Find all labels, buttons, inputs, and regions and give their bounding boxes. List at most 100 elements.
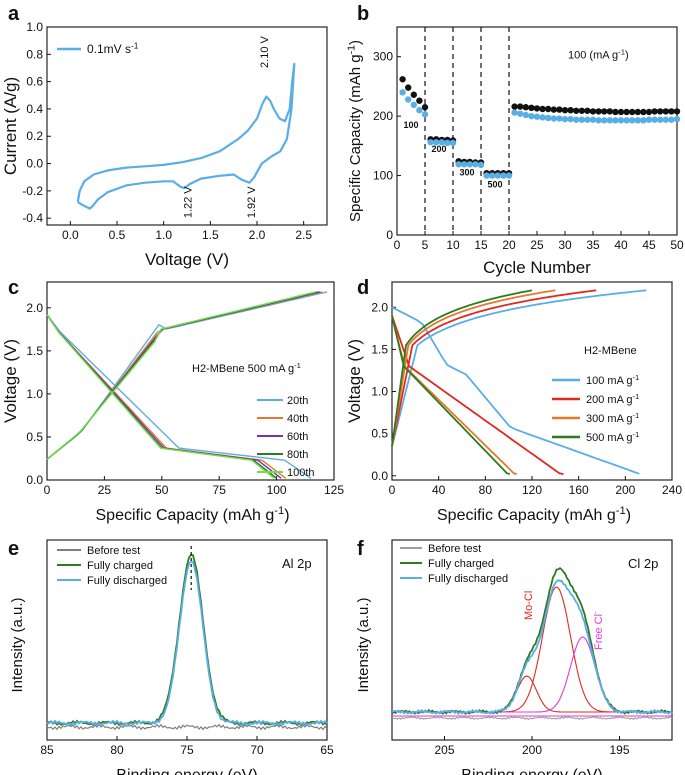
x-tick-label: 0.5 [109, 228, 126, 242]
y-tick-label: 0.8 [26, 47, 43, 61]
discharge-point [455, 161, 462, 168]
discharge-point [556, 115, 563, 122]
discharge-500 mA g [391, 315, 511, 475]
plot-frame [46, 281, 335, 481]
legend-title: H2-MBene [584, 345, 637, 357]
y-tick-label: 100 [373, 169, 393, 183]
x-tick-label: 1.0 [155, 228, 172, 242]
x-tick-label: 75 [213, 483, 227, 497]
x-tick-label: 200 [522, 743, 542, 757]
discharge-point [645, 116, 653, 123]
rate-label: 200 [431, 144, 446, 154]
discharge-point [416, 107, 423, 114]
discharge-point [612, 117, 619, 124]
x-tick-label: 45 [642, 238, 656, 252]
y-tick-label: 0.5 [26, 430, 43, 444]
x-axis-label: Cycle Number [483, 258, 591, 277]
x-tick-label: 160 [569, 483, 589, 497]
charge-point [640, 108, 647, 116]
x-tick-label: 240 [662, 483, 682, 497]
y-tick-label: 0 [386, 228, 393, 242]
discharge-point [522, 111, 529, 119]
x-tick-label: 125 [324, 483, 344, 497]
legend-label: 500 mA g-1 [586, 430, 639, 444]
charge-point [651, 108, 658, 115]
legend-label: 100 mA g-1 [586, 373, 639, 387]
discharge-point [634, 117, 641, 124]
discharge-point [601, 117, 608, 124]
charge-500 mA g [391, 289, 533, 447]
x-tick-label: 85 [40, 743, 54, 757]
x-axis-label: Voltage (V) [145, 250, 229, 269]
y-tick-label: 0.2 [26, 129, 43, 143]
x-axis-label: Binding energy (eV) [461, 767, 602, 775]
panel-f: 205 200 195 Binding energy (eV) Intensity (a… [355, 539, 673, 775]
charge-point [561, 107, 569, 114]
x-tick-label: 2.5 [295, 228, 312, 242]
y-tick-label: 1.0 [26, 387, 43, 401]
discharge-point [427, 139, 434, 146]
discharge-point [651, 116, 658, 123]
discharge-point [589, 116, 597, 123]
discharge-point [421, 111, 429, 118]
discharge-point [517, 110, 524, 117]
y-tick-label: 0.5 [371, 427, 388, 441]
y-tick-label: 0.6 [26, 75, 43, 89]
spectrum-Before test [391, 715, 673, 721]
discharge-point [673, 115, 681, 123]
charge-200 mA g [391, 289, 597, 447]
y-tick-label: -0.2 [22, 184, 43, 198]
plot-frame [46, 26, 328, 226]
discharge-point [500, 172, 507, 179]
peak-label: Cl 2p [628, 556, 658, 571]
discharge-point [489, 172, 496, 179]
discharge-point [477, 161, 485, 169]
charge-point [584, 107, 591, 114]
x-tick-label: 10 [446, 238, 460, 252]
legend-label: Fully charged [428, 558, 494, 570]
x-axis-label: Binding energy (eV) [116, 767, 257, 775]
panel-e: 85 80 75 70 65 Binding energy (eV) Intensity (… [9, 539, 334, 775]
discharge-point [444, 139, 451, 147]
panel-c: 0 25 50 75 100 125 0.0 0.5 1.0 1.5 2.0 Specific Cap… [1, 281, 344, 524]
plot-frame [396, 26, 678, 236]
peak-label: Al 2p [282, 556, 312, 571]
charge-point [668, 108, 675, 115]
charge-point [550, 106, 557, 113]
legend-label: 20th [287, 395, 308, 407]
discharge-point [399, 89, 406, 96]
spectrum-Before test [46, 723, 328, 731]
discharge-point [449, 139, 457, 147]
discharge-100 mA g [391, 306, 640, 475]
charge-100th [46, 291, 316, 460]
rate-annotation: 100 (mA g-1) [568, 47, 629, 61]
charge-point [416, 97, 423, 104]
discharge-point [629, 117, 636, 124]
rate-label: 100 [403, 120, 418, 130]
x-tick-label: 25 [530, 238, 544, 252]
x-tick-label: 0 [389, 483, 396, 497]
discharge-point [466, 161, 473, 168]
discharge-point [545, 114, 552, 122]
charge-point [601, 108, 608, 115]
y-tick-label: 0.0 [371, 469, 388, 483]
charge-300 mA g [391, 289, 556, 447]
discharge-point [539, 114, 546, 121]
charge-point [623, 108, 630, 116]
x-tick-label: 80 [479, 483, 493, 497]
charge-80th [46, 291, 319, 460]
discharge-point [573, 116, 580, 123]
y-tick-label: -0.4 [22, 211, 43, 225]
x-tick-label: 5 [422, 238, 429, 252]
discharge-point [410, 101, 417, 109]
y-tick-label: 2.0 [371, 300, 388, 314]
charge-point [673, 108, 681, 115]
charge-point [645, 108, 653, 116]
discharge-point [505, 172, 513, 179]
x-tick-label: 25 [98, 483, 112, 497]
charge-point [662, 108, 669, 115]
charge-point [421, 104, 429, 111]
charge-point [573, 107, 580, 114]
spectrum-Fully discharged [391, 578, 673, 715]
discharge-point [528, 112, 535, 120]
